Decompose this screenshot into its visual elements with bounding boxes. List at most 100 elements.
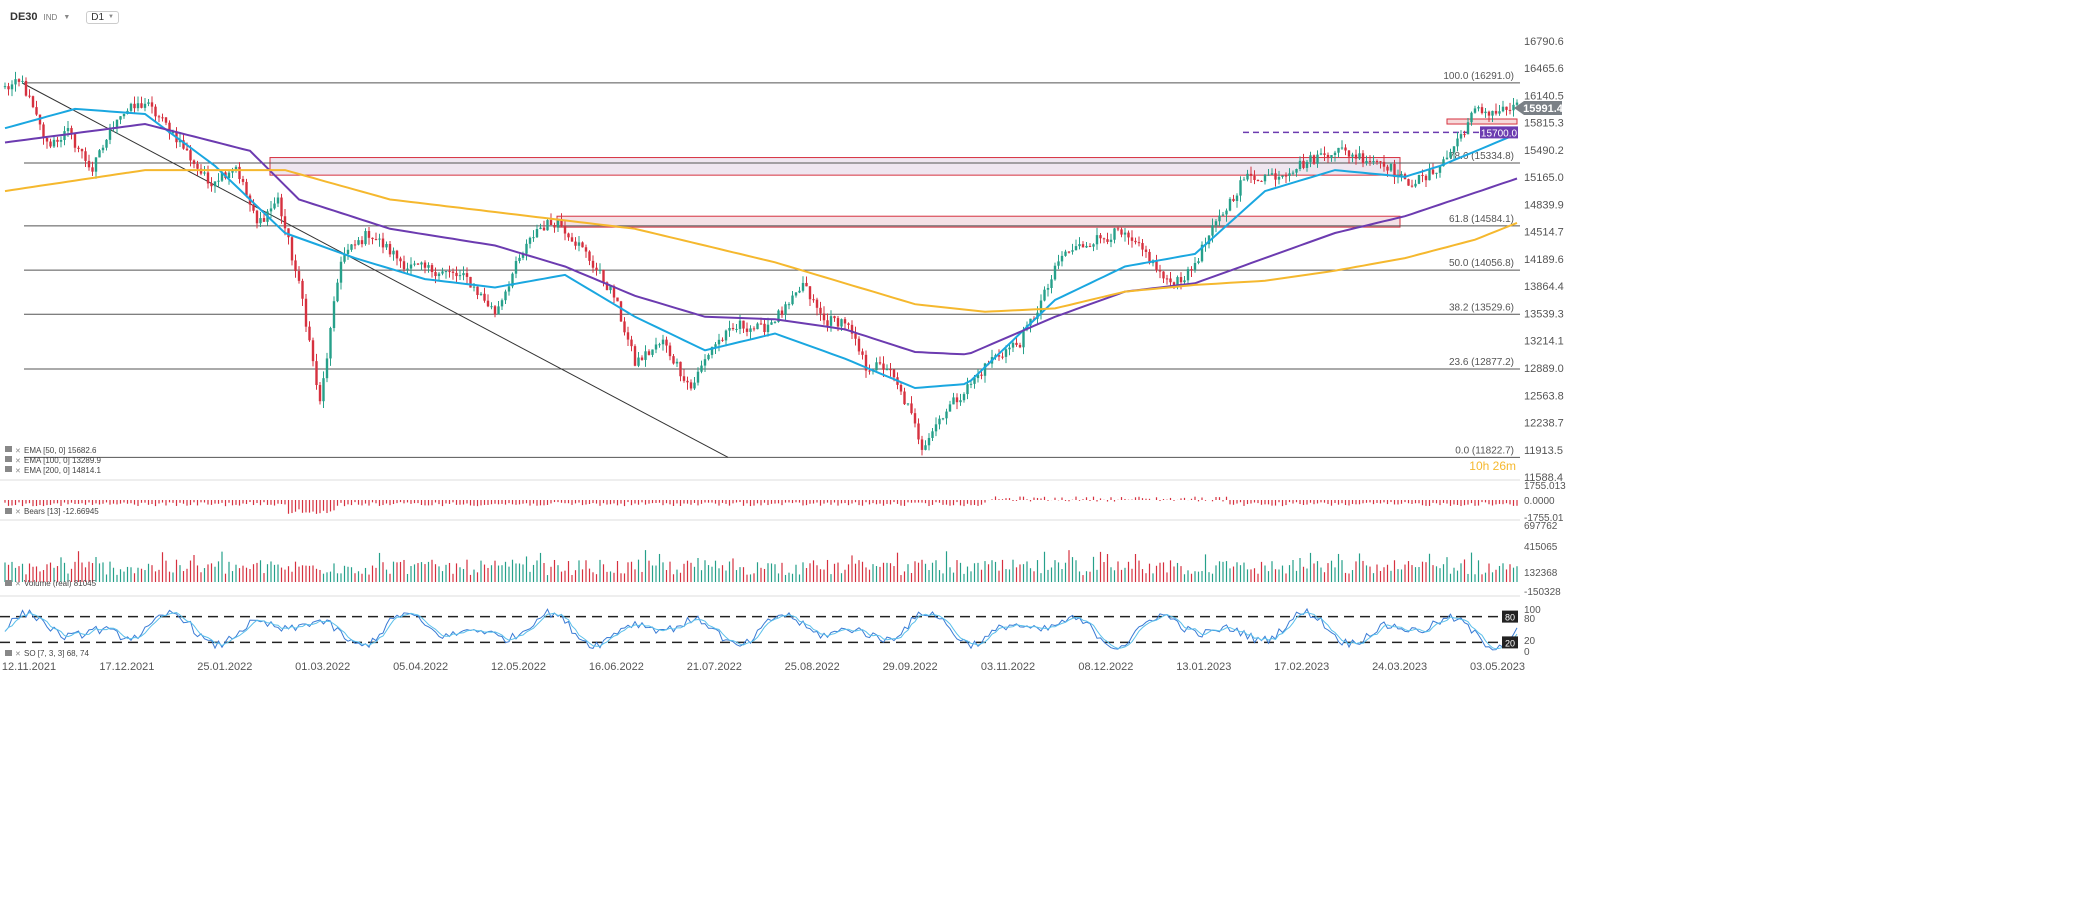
candle-body bbox=[875, 362, 878, 371]
legend-settings-icon[interactable] bbox=[5, 580, 12, 586]
date-axis-tick: 17.12.2021 bbox=[99, 661, 154, 673]
candle-body bbox=[969, 383, 973, 385]
candle-body bbox=[1130, 237, 1134, 241]
candle-body bbox=[178, 140, 182, 143]
price-axis-tick: 13539.3 bbox=[1524, 308, 1564, 320]
candle-body bbox=[283, 216, 287, 229]
candle-body bbox=[367, 231, 371, 238]
candle-body bbox=[752, 328, 756, 330]
candle-body bbox=[1424, 175, 1428, 181]
candle-body bbox=[1078, 244, 1081, 247]
candle-body bbox=[21, 80, 24, 82]
candle-body bbox=[374, 239, 378, 241]
candle-body bbox=[1200, 244, 1204, 262]
candle-body bbox=[1081, 244, 1085, 248]
legend-close-icon[interactable]: ✕ bbox=[15, 581, 21, 588]
candle-body bbox=[546, 220, 549, 231]
candle-body bbox=[619, 301, 623, 322]
candle-body bbox=[1235, 195, 1239, 201]
candle-body bbox=[1512, 104, 1515, 111]
candle-body bbox=[1274, 173, 1277, 180]
downtrend-line[interactable] bbox=[21, 82, 729, 458]
chevron-down-icon[interactable]: ▼ bbox=[63, 13, 71, 21]
candle-body bbox=[1260, 180, 1263, 182]
candle-body bbox=[444, 271, 448, 273]
legend-close-icon[interactable]: ✕ bbox=[15, 651, 21, 658]
volume-axis-tick: 132368 bbox=[1524, 568, 1558, 579]
candle-body bbox=[570, 237, 574, 242]
so-level-marker bbox=[1502, 636, 1518, 649]
candle-body bbox=[199, 168, 203, 174]
candle-body bbox=[574, 241, 577, 246]
fib-level-label: 23.6 (12877.2) bbox=[1449, 357, 1514, 368]
candle-body bbox=[350, 244, 353, 250]
date-axis-tick: 05.04.2022 bbox=[393, 661, 448, 673]
candle-body bbox=[98, 150, 101, 158]
candle-body bbox=[903, 391, 906, 405]
candle-body bbox=[917, 423, 920, 440]
level-price-marker[interactable] bbox=[1480, 126, 1518, 139]
symbol-label[interactable]: DE30 bbox=[10, 11, 38, 23]
ema-legend-label: EMA [50, 0] 15682.6 bbox=[24, 446, 97, 455]
candle-body bbox=[287, 228, 290, 238]
so-d-line[interactable] bbox=[4, 611, 1518, 650]
candle-body bbox=[395, 250, 399, 259]
candle-body bbox=[122, 113, 126, 117]
candle-body bbox=[273, 203, 276, 209]
candle-body bbox=[1344, 147, 1347, 151]
price-axis-tick: 15815.3 bbox=[1524, 118, 1564, 130]
candle-body bbox=[1165, 278, 1169, 280]
candle-body bbox=[360, 240, 364, 245]
top-zone[interactable] bbox=[1446, 118, 1518, 125]
candle-body bbox=[980, 374, 983, 376]
legend-settings-icon[interactable] bbox=[5, 466, 12, 472]
ema-line-1[interactable] bbox=[4, 122, 1518, 356]
legend-close-icon[interactable]: ✕ bbox=[15, 509, 21, 516]
candle-body bbox=[847, 323, 850, 325]
candle-body bbox=[311, 340, 315, 362]
candle-body bbox=[605, 282, 609, 291]
legend-close-icon[interactable]: ✕ bbox=[15, 458, 21, 465]
legend-close-icon[interactable]: ✕ bbox=[15, 468, 21, 475]
candle-body bbox=[52, 139, 56, 147]
candle-body bbox=[304, 298, 308, 327]
legend-settings-icon[interactable] bbox=[5, 508, 12, 514]
level-price-label: 15700.0 bbox=[1481, 128, 1518, 139]
candle-body bbox=[84, 151, 87, 161]
candle-body bbox=[1375, 161, 1379, 163]
candle-body bbox=[861, 351, 864, 355]
resistance-zone[interactable] bbox=[269, 157, 1401, 176]
candle-body bbox=[420, 262, 423, 265]
candle-body bbox=[553, 225, 556, 228]
candle-body bbox=[171, 131, 175, 134]
candle-body bbox=[1046, 287, 1050, 290]
candle-body bbox=[1242, 179, 1246, 181]
price-axis-tick: 14839.9 bbox=[1524, 199, 1564, 211]
candle-body bbox=[73, 133, 77, 148]
candle-body bbox=[962, 394, 966, 401]
candle-body bbox=[1190, 269, 1193, 271]
ema-line-2[interactable] bbox=[4, 169, 1518, 313]
legend-settings-icon[interactable] bbox=[5, 650, 12, 656]
date-axis-tick: 17.02.2023 bbox=[1274, 661, 1329, 673]
candle-body bbox=[325, 358, 329, 379]
timeframe-select[interactable]: D1 ▼ bbox=[86, 10, 119, 24]
candle-body bbox=[129, 103, 133, 111]
candle-body bbox=[801, 282, 805, 291]
current-price-marker[interactable] bbox=[1514, 100, 1562, 115]
legend-settings-icon[interactable] bbox=[5, 456, 12, 462]
ema-line-0[interactable] bbox=[4, 107, 1518, 390]
volume-legend-label: Volume (real) 81045 bbox=[24, 579, 97, 588]
legend-settings-icon[interactable] bbox=[5, 446, 12, 452]
candle-body bbox=[1179, 277, 1183, 283]
candle-body bbox=[602, 269, 605, 283]
candle-body bbox=[1232, 198, 1235, 201]
candle-body bbox=[1214, 221, 1218, 226]
so-k-line[interactable] bbox=[4, 607, 1518, 651]
candle-body bbox=[294, 260, 297, 272]
candle-body bbox=[808, 286, 812, 300]
legend-close-icon[interactable]: ✕ bbox=[15, 448, 21, 455]
candle-body bbox=[1116, 228, 1120, 230]
candle-body bbox=[115, 119, 119, 128]
